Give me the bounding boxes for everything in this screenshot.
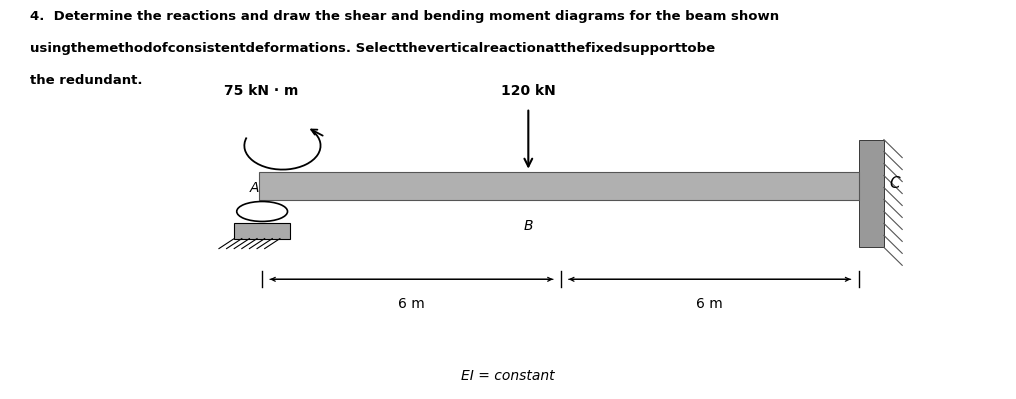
Text: the redundant.: the redundant. [30, 74, 143, 87]
Text: 6 m: 6 m [696, 297, 723, 311]
Bar [859, 140, 884, 247]
Text: usingthemethodofconsistentdeformations. Selecttheverticalreactionatthefixedsuppo: usingthemethodofconsistentdeformations. … [30, 42, 715, 55]
Text: 6 m: 6 m [398, 297, 425, 311]
Text: A: A [250, 180, 259, 195]
Text: 75 kN · m: 75 kN · m [225, 84, 299, 98]
Bar [234, 223, 291, 239]
Text: 120 kN: 120 kN [501, 84, 556, 98]
Bar [259, 172, 859, 200]
Text: B: B [523, 219, 533, 233]
Text: 4.  Determine the reactions and draw the shear and bending moment diagrams for t: 4. Determine the reactions and draw the … [30, 10, 779, 23]
Text: C: C [889, 176, 899, 191]
Text: EI = constant: EI = constant [461, 369, 555, 383]
